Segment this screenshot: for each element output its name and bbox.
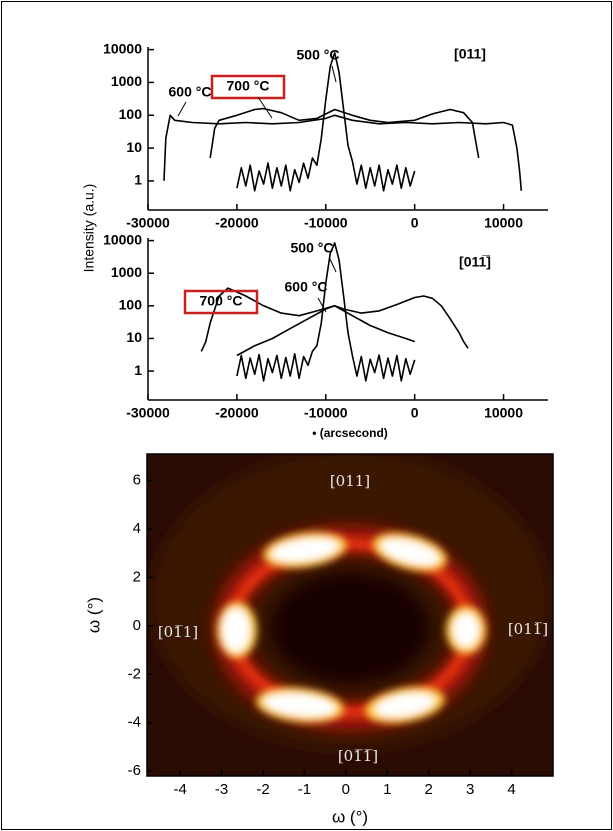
- annotation: [01̅1]: [158, 623, 198, 641]
- annotation: 500 °C: [291, 240, 334, 256]
- plot-frame: [146, 453, 554, 777]
- x-axis-label: • (arcsecond): [312, 426, 388, 440]
- y-tick-label: 1: [134, 362, 142, 378]
- data-line: [236, 242, 416, 382]
- leader-line: [317, 297, 327, 313]
- x-tick-label: -30000: [126, 405, 170, 421]
- annotation: [011̅]: [508, 620, 548, 638]
- y-tick-label: 1000: [111, 264, 142, 280]
- leader-line: [257, 96, 273, 119]
- data-line: [236, 52, 416, 192]
- x-tick-label: -3: [215, 781, 228, 798]
- x-tick-label: -20000: [215, 405, 259, 421]
- leader-line: [331, 65, 337, 83]
- annotation: 500 °C: [297, 47, 340, 63]
- data-line: [163, 114, 523, 191]
- x-tick-label: -20000: [215, 215, 259, 231]
- leader-line: [177, 101, 187, 117]
- annotation: [011]: [454, 46, 486, 62]
- x-tick-label: -10000: [304, 405, 348, 421]
- x-tick-label: 10000: [484, 405, 523, 421]
- y-tick-label: -6: [128, 762, 141, 779]
- x-tick-label: -30000: [126, 215, 170, 231]
- annotation-box: [183, 289, 259, 315]
- x-tick-label: 3: [466, 781, 474, 798]
- y-tick-label: 100: [119, 297, 143, 313]
- annotation: 600 °C: [169, 84, 212, 100]
- x-tick-label: -1: [298, 781, 311, 798]
- x-tick-label: 10000: [484, 215, 523, 231]
- annotation: 700 °C: [200, 293, 243, 309]
- x-tick-label: 1: [383, 781, 391, 798]
- y-tick-label: 0: [133, 617, 141, 634]
- annotation: [011]: [330, 472, 370, 490]
- data-line: [200, 287, 415, 352]
- annotation: [01̅1̅]: [338, 747, 378, 765]
- annotation: 700 °C: [227, 78, 270, 94]
- y-tick-label: 6: [133, 472, 141, 489]
- y-tick-label: 2: [133, 568, 141, 585]
- leader-line: [329, 258, 337, 273]
- annotation-box: [210, 74, 286, 100]
- y-tick-label: 10: [126, 329, 142, 345]
- y-tick-label: 1: [134, 172, 142, 188]
- x-tick-label: -10000: [304, 215, 348, 231]
- x-tick-label: -2: [256, 781, 269, 798]
- y-tick-label: 4: [133, 520, 141, 537]
- x-tick-label: -4: [173, 781, 186, 798]
- y-axis-label: Intensity (a.u.): [81, 184, 97, 273]
- x-axis-label: ω (°): [332, 807, 368, 826]
- y-tick-label: -4: [128, 714, 141, 731]
- y-tick-label: 1000: [111, 73, 142, 89]
- x-tick-label: 0: [342, 781, 350, 798]
- heatmap-image: [147, 454, 553, 776]
- y-tick-label: 10: [126, 139, 142, 155]
- x-tick-label: 0: [411, 405, 419, 421]
- annotation: [011̅]: [459, 254, 491, 270]
- x-tick-label: 2: [425, 781, 433, 798]
- y-tick-label: 100: [119, 106, 143, 122]
- data-line: [209, 107, 480, 159]
- data-line: [236, 295, 469, 357]
- annotation: 600 °C: [285, 279, 328, 295]
- y-tick-label: 10000: [103, 40, 142, 56]
- y-axis-label: ω (°): [84, 597, 103, 633]
- y-tick-label: 10000: [103, 231, 142, 247]
- x-tick-label: 4: [507, 781, 515, 798]
- y-tick-label: -2: [128, 665, 141, 682]
- x-tick-label: 0: [411, 215, 419, 231]
